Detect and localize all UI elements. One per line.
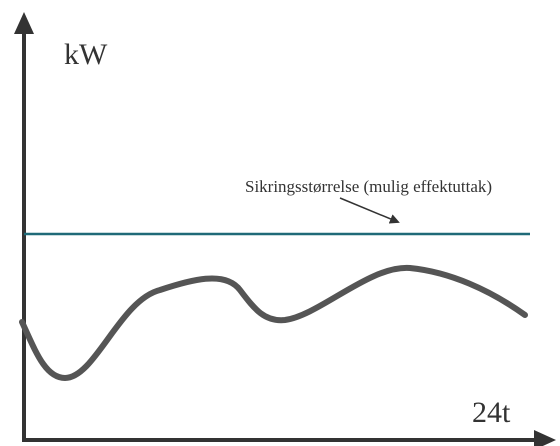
x-axis-arrow xyxy=(534,430,556,446)
y-axis-arrow xyxy=(14,12,34,34)
load-curve xyxy=(19,264,528,382)
x-axis-label: 24t xyxy=(472,396,511,429)
annotation-arrow xyxy=(339,197,400,224)
annotation: Sikringsstørrelse (mulig effektuttak) xyxy=(245,177,492,196)
y-axis-label: kW xyxy=(64,38,108,71)
